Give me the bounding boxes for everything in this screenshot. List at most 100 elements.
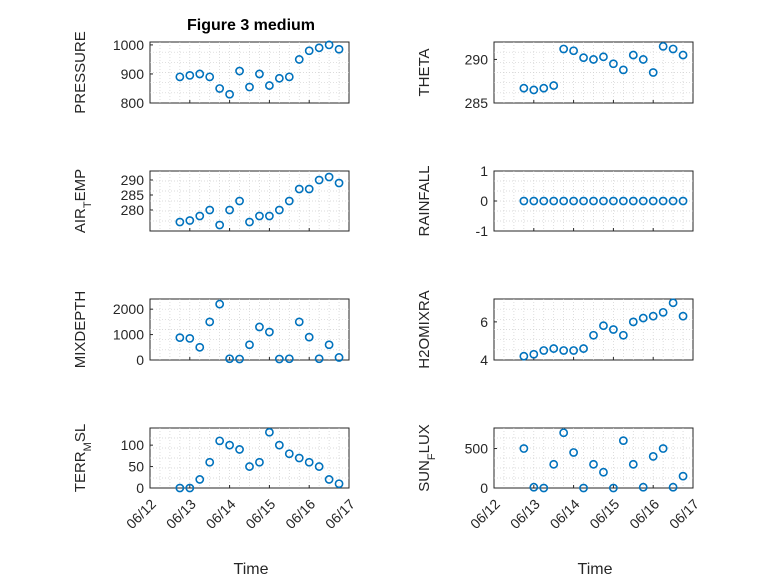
data-point <box>519 196 529 206</box>
series-sun_flux <box>519 428 688 493</box>
y-axis-label-pressure: PRESSURE <box>72 31 89 114</box>
data-point <box>185 71 195 80</box>
y-axis-label-text: SUN <box>416 460 433 492</box>
data-point <box>519 83 529 93</box>
y-tick-label: 800 <box>121 95 145 111</box>
data-point <box>264 81 274 90</box>
y-axis-label-text: H2OMIXRA <box>416 290 433 368</box>
subplot-theta: 285 290 THETA <box>416 41 694 111</box>
x-tick-label: 06/16 <box>626 496 662 532</box>
data-point <box>628 50 638 60</box>
data-point <box>195 475 205 484</box>
data-point <box>274 73 284 83</box>
data-point <box>539 483 549 493</box>
series-terr_msl <box>175 427 344 493</box>
series-mixdepth <box>175 299 344 364</box>
data-point <box>235 196 244 206</box>
data-point <box>185 483 195 493</box>
data-point <box>235 66 244 76</box>
y-axis-label-text: TERR <box>72 451 89 492</box>
data-point <box>235 354 244 364</box>
y-tick-label: 4 <box>480 352 488 368</box>
data-point <box>638 313 648 323</box>
data-point <box>559 346 569 355</box>
y-tick-label: 0 <box>480 193 488 209</box>
x-tick-label: 06/17 <box>666 496 702 532</box>
y-tick-label: 6 <box>480 314 488 330</box>
data-point <box>185 333 195 343</box>
data-point <box>175 483 185 493</box>
subplot-pressure: 800 900 1000 PRESSURE <box>72 31 350 114</box>
data-point <box>205 457 215 467</box>
data-point <box>678 50 688 60</box>
data-point <box>559 44 569 54</box>
data-point <box>678 471 688 481</box>
y-axis-label-rainfall: RAINFALL <box>416 166 433 237</box>
data-point <box>609 196 618 206</box>
data-point <box>274 205 284 215</box>
data-point <box>549 344 559 353</box>
data-point <box>294 453 304 463</box>
data-point <box>175 72 185 82</box>
data-point <box>599 321 608 331</box>
data-point <box>668 298 678 308</box>
y-axis-label-theta: THETA <box>416 48 433 96</box>
data-point <box>215 299 225 309</box>
data-point <box>638 55 648 64</box>
x-tick-label: 06/15 <box>586 496 622 532</box>
data-point <box>579 53 588 63</box>
data-point <box>255 457 264 467</box>
data-point <box>618 330 628 340</box>
data-point <box>255 69 264 79</box>
data-point <box>314 462 324 471</box>
data-point <box>274 354 284 364</box>
y-tick-label: 285 <box>121 187 145 203</box>
data-point <box>245 462 254 471</box>
series-rainfall <box>519 196 688 206</box>
y-axis-label-tail: EMP <box>72 169 89 202</box>
data-point <box>658 444 668 453</box>
data-point <box>284 196 294 206</box>
y-axis-label-subscript: F <box>426 453 438 460</box>
x-axis-label-left: Time <box>234 561 269 578</box>
data-point <box>195 211 205 221</box>
data-point <box>324 172 334 182</box>
data-point <box>519 351 529 361</box>
data-point <box>549 81 559 90</box>
data-point <box>294 317 304 327</box>
data-point <box>618 196 628 206</box>
data-point <box>668 196 678 206</box>
y-tick-label: 2000 <box>113 301 144 317</box>
data-point <box>264 211 274 221</box>
data-point <box>245 340 254 350</box>
data-point <box>304 46 314 56</box>
y-tick-label: 1000 <box>113 37 144 53</box>
x-tick-label: 06/12 <box>467 496 503 532</box>
y-tick-label: 290 <box>465 51 489 67</box>
data-point <box>618 65 628 75</box>
y-tick-label: 500 <box>465 441 489 457</box>
y-axis-label-mixdepth: MIXDEPTH <box>72 291 89 369</box>
data-point <box>334 178 344 188</box>
data-point <box>225 354 234 364</box>
y-axis-label-subscript: M <box>82 442 94 451</box>
y-axis-label-tail: LUX <box>416 424 433 453</box>
data-point <box>205 72 215 82</box>
data-point <box>304 184 314 194</box>
data-point <box>314 43 324 53</box>
data-point <box>264 327 274 337</box>
data-point <box>638 196 648 206</box>
data-point <box>628 459 638 469</box>
data-point <box>648 452 658 461</box>
data-point <box>225 89 234 99</box>
data-point <box>569 46 578 56</box>
x-axis-label-right: Time <box>578 561 613 578</box>
data-point <box>599 196 608 206</box>
data-point <box>334 353 344 362</box>
data-point <box>648 311 658 321</box>
data-point <box>589 196 598 206</box>
data-point <box>324 340 334 350</box>
series-pressure <box>175 40 344 99</box>
